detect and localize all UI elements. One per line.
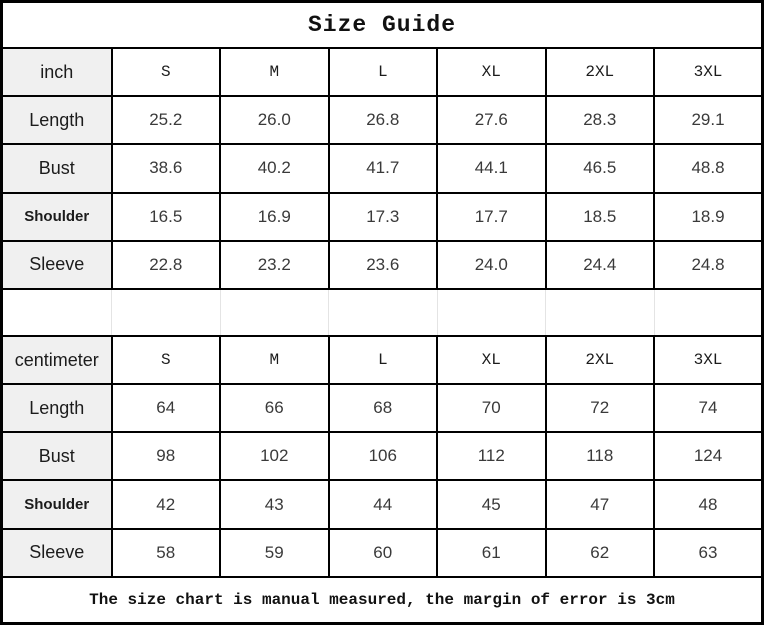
cell-value: 27.6 bbox=[436, 95, 547, 146]
cell-value: 23.2 bbox=[219, 239, 330, 290]
cell-value: 42 bbox=[110, 479, 221, 530]
size-col-header-3xl: 3XL bbox=[653, 334, 764, 386]
cell-value: 62 bbox=[544, 527, 655, 578]
cell-value: 24.4 bbox=[544, 239, 655, 290]
row-label: Bust bbox=[0, 431, 113, 482]
size-col-header-l: L bbox=[327, 334, 438, 386]
cell-value: 23.6 bbox=[327, 239, 438, 290]
spacer-cell bbox=[653, 287, 763, 337]
spacer-cell bbox=[436, 287, 546, 337]
spacer-cell bbox=[328, 287, 438, 337]
cell-value: 66 bbox=[219, 383, 330, 434]
size-col-header-s: S bbox=[110, 334, 221, 386]
cell-value: 18.5 bbox=[544, 191, 655, 242]
cell-value: 72 bbox=[544, 383, 655, 434]
cell-value: 61 bbox=[436, 527, 547, 578]
cell-value: 16.5 bbox=[110, 191, 221, 242]
cell-value: 29.1 bbox=[653, 95, 764, 146]
spacer-cell bbox=[111, 287, 221, 337]
cell-value: 22.8 bbox=[110, 239, 221, 290]
size-col-header-l: L bbox=[327, 47, 438, 98]
cell-value: 98 bbox=[110, 431, 221, 482]
cell-value: 106 bbox=[327, 431, 438, 482]
cm-length-row: Length 64 66 68 70 72 74 bbox=[0, 383, 764, 434]
cell-value: 48.8 bbox=[653, 143, 764, 194]
cell-value: 70 bbox=[436, 383, 547, 434]
size-col-header-m: M bbox=[219, 47, 330, 98]
cell-value: 17.7 bbox=[436, 191, 547, 242]
cell-value: 74 bbox=[653, 383, 764, 434]
spacer-cell bbox=[1, 287, 112, 337]
cell-value: 17.3 bbox=[327, 191, 438, 242]
cell-value: 18.9 bbox=[653, 191, 764, 242]
cell-value: 25.2 bbox=[110, 95, 221, 146]
cell-value: 48 bbox=[653, 479, 764, 530]
cell-value: 64 bbox=[110, 383, 221, 434]
cm-header-row: centimeter S M L XL 2XL 3XL bbox=[0, 334, 764, 386]
cell-value: 47 bbox=[544, 479, 655, 530]
cell-value: 26.0 bbox=[219, 95, 330, 146]
cell-value: 60 bbox=[327, 527, 438, 578]
cell-value: 41.7 bbox=[327, 143, 438, 194]
cm-shoulder-row: Shoulder 42 43 44 45 47 48 bbox=[0, 479, 764, 530]
cell-value: 40.2 bbox=[219, 143, 330, 194]
cell-value: 118 bbox=[544, 431, 655, 482]
cell-value: 102 bbox=[219, 431, 330, 482]
size-col-header-xl: XL bbox=[436, 47, 547, 98]
page-title: Size Guide bbox=[0, 0, 764, 50]
row-label: Shoulder bbox=[0, 191, 113, 242]
cell-value: 16.9 bbox=[219, 191, 330, 242]
cell-value: 46.5 bbox=[544, 143, 655, 194]
cell-value: 26.8 bbox=[327, 95, 438, 146]
cm-bust-row: Bust 98 102 106 112 118 124 bbox=[0, 431, 764, 482]
cell-value: 24.0 bbox=[436, 239, 547, 290]
size-col-header-m: M bbox=[219, 334, 330, 386]
size-col-header-2xl: 2XL bbox=[544, 334, 655, 386]
spacer-cell bbox=[219, 287, 329, 337]
cell-value: 59 bbox=[219, 527, 330, 578]
cell-value: 112 bbox=[436, 431, 547, 482]
title-row: Size Guide bbox=[0, 0, 764, 50]
row-label: Sleeve bbox=[0, 239, 113, 290]
cell-value: 28.3 bbox=[544, 95, 655, 146]
cm-sleeve-row: Sleeve 58 59 60 61 62 63 bbox=[0, 527, 764, 578]
cell-value: 44 bbox=[327, 479, 438, 530]
spacer-cell bbox=[545, 287, 655, 337]
cell-value: 68 bbox=[327, 383, 438, 434]
footer-row: The size chart is manual measured, the m… bbox=[0, 575, 764, 625]
row-label: Sleeve bbox=[0, 527, 113, 578]
row-label: Length bbox=[0, 95, 113, 146]
size-col-header-3xl: 3XL bbox=[653, 47, 764, 98]
cell-value: 124 bbox=[653, 431, 764, 482]
cell-value: 44.1 bbox=[436, 143, 547, 194]
spacer-row bbox=[1, 287, 763, 337]
cell-value: 63 bbox=[653, 527, 764, 578]
size-col-header-xl: XL bbox=[436, 334, 547, 386]
cell-value: 24.8 bbox=[653, 239, 764, 290]
row-label: Shoulder bbox=[0, 479, 113, 530]
inch-header-row: inch S M L XL 2XL 3XL bbox=[0, 47, 764, 98]
footer-note: The size chart is manual measured, the m… bbox=[0, 575, 764, 625]
size-col-header-2xl: 2XL bbox=[544, 47, 655, 98]
cell-value: 45 bbox=[436, 479, 547, 530]
unit-label-centimeter: centimeter bbox=[0, 334, 113, 386]
unit-label-inch: inch bbox=[0, 47, 113, 98]
inch-sleeve-row: Sleeve 22.8 23.2 23.6 24.0 24.4 24.8 bbox=[0, 239, 764, 290]
cell-value: 38.6 bbox=[110, 143, 221, 194]
cell-value: 43 bbox=[219, 479, 330, 530]
inch-bust-row: Bust 38.6 40.2 41.7 44.1 46.5 48.8 bbox=[0, 143, 764, 194]
row-label: Length bbox=[0, 383, 113, 434]
cell-value: 58 bbox=[110, 527, 221, 578]
row-label: Bust bbox=[0, 143, 113, 194]
size-col-header-s: S bbox=[110, 47, 221, 98]
inch-length-row: Length 25.2 26.0 26.8 27.6 28.3 29.1 bbox=[0, 95, 764, 146]
inch-shoulder-row: Shoulder 16.5 16.9 17.3 17.7 18.5 18.9 bbox=[0, 191, 764, 242]
